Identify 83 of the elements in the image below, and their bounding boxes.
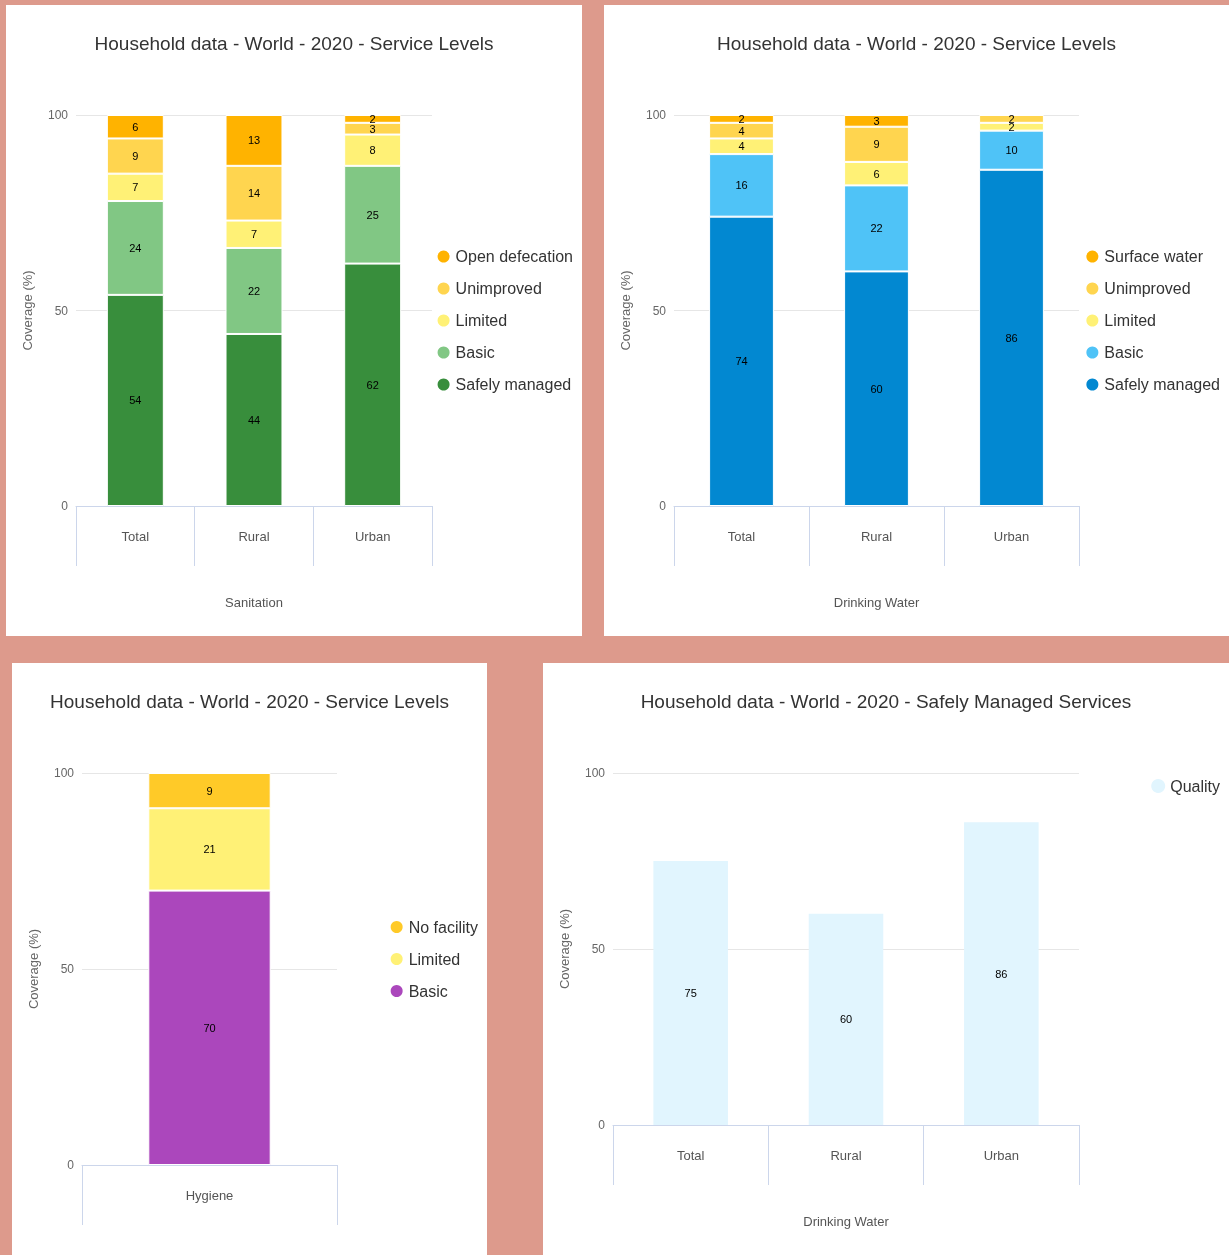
y-axis-title: Coverage (%): [618, 270, 633, 351]
chart-title: Household data - World - 2020 - Service Levels: [717, 33, 1116, 54]
y-tick-label: 50: [652, 303, 667, 318]
y-tick-label: 100: [53, 766, 75, 780]
x-tick-label: Hygiene: [185, 1188, 234, 1203]
bar: [808, 913, 884, 1125]
legend-label: Surface water: [1104, 248, 1204, 265]
data-label: 22: [870, 222, 883, 235]
data-label: 7: [132, 181, 139, 194]
x-tick-label: Rural: [238, 529, 270, 544]
data-label: 75: [684, 987, 697, 999]
x-tick-label: Total: [727, 529, 756, 544]
data-label: 4: [738, 124, 745, 137]
data-label: 2: [369, 112, 376, 125]
x-tick-label: Total: [121, 529, 150, 544]
y-axis-title: Coverage (%): [20, 270, 35, 351]
data-label: 60: [870, 382, 883, 395]
bar: [964, 822, 1039, 1125]
y-tick-label: 100: [645, 108, 667, 122]
legend-label: Open defecation: [455, 248, 573, 265]
legend-label: Safely managed: [455, 376, 572, 393]
legend-label: Safely managed: [1104, 376, 1221, 393]
x-tick-label: Rural: [860, 529, 893, 544]
data-label: 14: [247, 187, 261, 200]
data-label: 4: [738, 140, 745, 153]
y-axis-title: Coverage (%): [26, 928, 41, 1010]
legend-label: Basic: [408, 982, 448, 1000]
data-label: 9: [132, 150, 139, 163]
data-label: 44: [247, 413, 261, 426]
data-label: 7: [250, 228, 258, 241]
y-tick-label: 50: [591, 942, 606, 956]
data-label: 70: [203, 1021, 216, 1034]
y-tick-label: 0: [61, 499, 69, 513]
chart-title: Household data - World - 2020 - Safely Managed Services: [640, 691, 1132, 712]
x-axis-title: Drinking Water: [833, 595, 920, 610]
data-label: 13: [247, 134, 261, 147]
data-label: 6: [873, 167, 880, 180]
x-tick-label: Urban: [354, 529, 391, 544]
data-label: 9: [873, 138, 880, 151]
data-label: 3: [369, 122, 376, 135]
y-tick-label: 0: [659, 499, 667, 513]
legend-label: Limited: [1104, 312, 1156, 329]
data-label: 86: [1005, 331, 1018, 344]
y-tick-label: 50: [54, 303, 69, 318]
y-axis-title: Coverage (%): [557, 908, 572, 990]
y-tick-label: 100: [47, 108, 69, 122]
data-label: 22: [247, 284, 261, 297]
data-label: 2: [738, 112, 745, 125]
data-label: 25: [366, 208, 379, 221]
y-tick-label: 100: [584, 766, 606, 780]
data-label: 74: [735, 355, 748, 368]
data-label: 3: [873, 114, 880, 127]
x-tick-label: Total: [676, 1148, 705, 1163]
data-label: 21: [203, 843, 216, 856]
x-axis-title: Drinking Water: [803, 1214, 890, 1229]
chart-title: Household data - World - 2020 - Service Levels: [50, 691, 449, 712]
data-label: 16: [735, 179, 748, 192]
chart-title: Household data - World - 2020 - Service Levels: [94, 33, 494, 54]
x-tick-label: Urban: [983, 1148, 1020, 1163]
x-tick-label: Urban: [993, 529, 1030, 544]
data-label: 8: [369, 144, 376, 157]
legend-label: Basic: [1104, 344, 1144, 361]
legend-label: Unimproved: [455, 280, 542, 297]
data-label: 62: [366, 378, 379, 391]
legend-label: Limited: [455, 312, 508, 329]
data-label: 60: [839, 1013, 853, 1026]
data-label: 54: [129, 394, 142, 407]
data-label: 24: [129, 241, 142, 254]
data-label: 6: [132, 120, 139, 133]
legend-label: Limited: [408, 950, 461, 968]
y-tick-label: 0: [67, 1158, 75, 1172]
y-tick-label: 0: [598, 1118, 606, 1132]
y-tick-label: 50: [60, 962, 75, 976]
legend-label: Quality: [1170, 777, 1220, 795]
bar: [653, 861, 728, 1125]
legend-label: Unimproved: [1104, 280, 1191, 297]
x-axis-title: Sanitation: [225, 595, 283, 610]
legend-label: Basic: [455, 344, 495, 361]
data-label: 9: [206, 784, 213, 797]
legend-label: No facility: [408, 918, 479, 936]
data-label: 86: [995, 967, 1008, 980]
data-label: 10: [1005, 144, 1018, 157]
x-tick-label: Rural: [830, 1148, 862, 1163]
